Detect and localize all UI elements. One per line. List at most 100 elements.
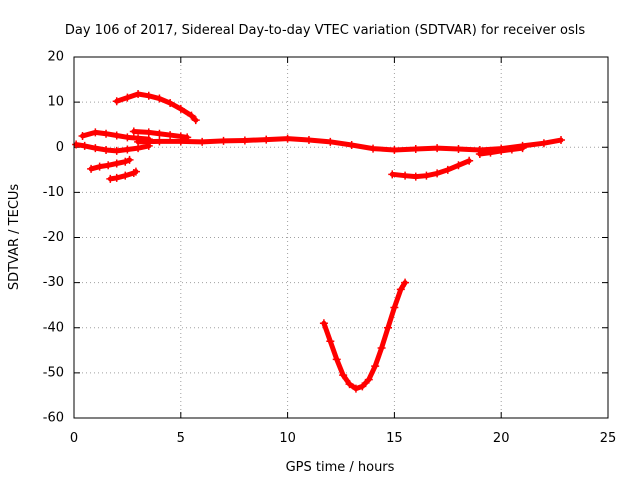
data-point [411, 145, 420, 154]
data-point [347, 140, 356, 149]
chart-title: Day 106 of 2017, Sidereal Day-to-day VTE… [65, 23, 585, 38]
data-point [377, 344, 386, 353]
plot-marks [72, 90, 566, 393]
x-tick-label: 20 [493, 431, 510, 446]
series-arc-dip [319, 278, 410, 393]
data-point [390, 145, 399, 154]
y-tick-label: -20 [43, 230, 64, 245]
data-point [383, 323, 392, 332]
data-point [283, 134, 292, 143]
data-point [123, 145, 132, 154]
data-point [411, 172, 420, 181]
data-point [371, 362, 380, 371]
data-point [364, 375, 373, 384]
data-point [507, 145, 516, 154]
y-tick-label: -30 [43, 275, 64, 290]
data-point [102, 145, 111, 154]
x-tick-label: 5 [177, 431, 185, 446]
y-tick-label: 10 [47, 95, 64, 110]
data-point [134, 144, 143, 153]
series-arc-late-mid [475, 144, 527, 159]
x-tick-label: 0 [70, 431, 78, 446]
data-point [339, 371, 348, 380]
data-point [80, 141, 89, 150]
data-point [125, 155, 134, 164]
data-point [390, 303, 399, 312]
data-point [326, 137, 335, 146]
y-tick-label: 0 [56, 140, 64, 155]
data-point [155, 129, 164, 138]
data-point [198, 137, 207, 146]
x-tick-label: 10 [279, 431, 296, 446]
series-line [389, 158, 472, 180]
data-point [332, 355, 341, 364]
data-point [351, 384, 360, 393]
data-point [123, 93, 132, 102]
y-tick-label: -60 [43, 411, 64, 426]
y-tick-label: -10 [43, 185, 64, 200]
x-tick-labels: 0 5 10 15 20 25 [70, 431, 616, 446]
data-point [106, 174, 115, 183]
series-arc-neg6 [106, 167, 140, 183]
data-point [240, 136, 249, 145]
data-point [91, 128, 100, 137]
data-point [134, 134, 143, 143]
data-point [144, 128, 153, 137]
y-tick-labels: 20 10 0 -10 -20 -30 -40 -50 -60 [43, 50, 64, 426]
series-line [321, 280, 408, 392]
data-point [102, 129, 111, 138]
data-point [304, 136, 313, 145]
data-point [345, 380, 354, 389]
data-point [433, 169, 442, 178]
data-point [326, 337, 335, 346]
data-point [91, 144, 100, 153]
data-point [131, 167, 140, 176]
data-point [155, 137, 164, 146]
y-tick-label: -50 [43, 365, 64, 380]
series-arc-late-low [388, 156, 474, 181]
data-point [72, 140, 81, 149]
data-point [123, 133, 132, 142]
data-point [166, 131, 175, 140]
data-point [129, 127, 138, 136]
series-arc-neg4 [87, 155, 134, 173]
data-point [176, 104, 185, 113]
data-point [112, 146, 121, 155]
series-arc-upper-left [78, 128, 153, 144]
data-point [187, 111, 196, 120]
data-point [358, 382, 367, 391]
data-point [112, 131, 121, 140]
data-point [319, 319, 328, 328]
data-point [401, 171, 410, 180]
data-point [95, 162, 104, 171]
x-tick-label: 15 [386, 431, 403, 446]
data-point [454, 145, 463, 154]
data-point [433, 144, 442, 153]
data-point [443, 165, 452, 174]
series-arc-high [112, 90, 200, 125]
data-point [369, 144, 378, 153]
y-tick-label: 20 [47, 50, 64, 65]
x-axis-label: GPS time / hours [286, 460, 395, 475]
data-point [134, 90, 143, 99]
data-point [121, 157, 130, 166]
data-point [539, 139, 548, 148]
data-point [144, 91, 153, 100]
data-point [112, 97, 121, 106]
data-point [155, 94, 164, 103]
data-point [465, 156, 474, 165]
data-point [183, 133, 192, 142]
data-point [112, 173, 121, 182]
data-point [486, 148, 495, 157]
data-point [475, 150, 484, 159]
data-point [104, 161, 113, 170]
x-tick-label: 25 [600, 431, 617, 446]
data-point [497, 146, 506, 155]
data-point [401, 278, 410, 287]
data-point [388, 170, 397, 179]
data-point [166, 99, 175, 108]
y-tick-label: -40 [43, 320, 64, 335]
data-point [191, 116, 200, 125]
data-point [144, 141, 153, 150]
